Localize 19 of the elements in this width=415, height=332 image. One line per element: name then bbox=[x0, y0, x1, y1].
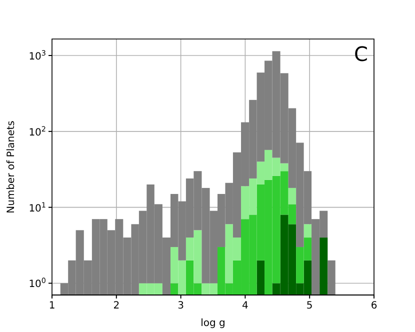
y-tick-label: 10$^{3}$ bbox=[28, 48, 46, 63]
bar bbox=[304, 224, 312, 238]
bar bbox=[288, 188, 296, 204]
y-tick-label: 10$^{2}$ bbox=[28, 124, 46, 138]
bar bbox=[170, 283, 178, 295]
bar bbox=[328, 260, 336, 295]
y-tick-label: 10$^{1}$ bbox=[28, 200, 46, 214]
x-tick-label: 2 bbox=[113, 300, 120, 312]
bar bbox=[320, 238, 328, 295]
y-axis-title: Number of Planets bbox=[6, 120, 17, 214]
x-tick-label: 6 bbox=[370, 300, 378, 312]
x-tick-label: 4 bbox=[242, 300, 248, 312]
x-tick-label: 3 bbox=[178, 300, 184, 312]
bar bbox=[256, 260, 265, 295]
x-tick-label: 1 bbox=[48, 300, 56, 312]
x-axis-title: log g bbox=[200, 318, 226, 329]
y-tick-label: 10$^{0}$ bbox=[28, 276, 46, 290]
x-tick-label: 5 bbox=[306, 300, 313, 312]
annotation: C bbox=[354, 42, 368, 66]
